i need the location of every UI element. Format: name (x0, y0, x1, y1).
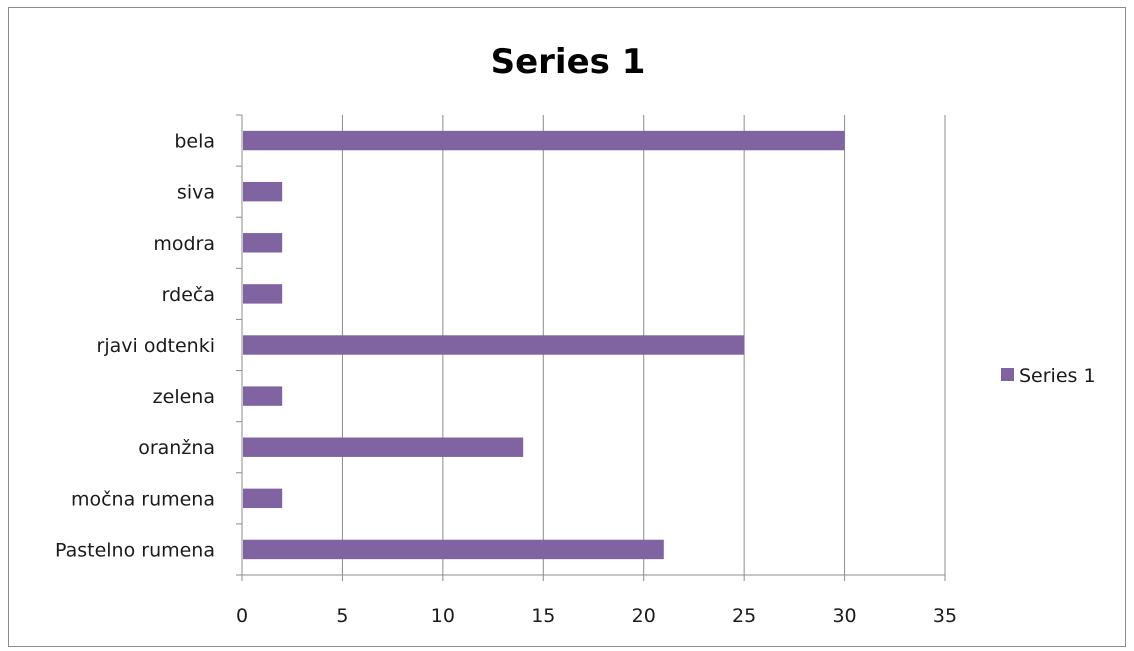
bars (243, 130, 845, 560)
bar (243, 335, 745, 355)
x-tick-label: 5 (336, 605, 348, 627)
gridlines (341, 115, 946, 575)
category-labels: Pastelno rumena močna rumena oranžna zelena… (55, 131, 215, 562)
bar (243, 284, 283, 304)
tick-labels: 0 5 10 15 20 25 30 35 (236, 605, 957, 627)
bar (243, 233, 283, 253)
category-label: rdeča (162, 284, 215, 306)
axes (236, 114, 946, 581)
chart-title: Series 1 (491, 42, 646, 82)
category-label: modra (153, 233, 215, 255)
x-tick-label: 30 (832, 605, 856, 627)
x-tick-label: 25 (732, 605, 756, 627)
bar (243, 130, 845, 151)
category-label: siva (177, 182, 215, 204)
x-tick-label: 15 (531, 605, 555, 627)
category-label: oranžna (138, 437, 215, 459)
category-label: močna rumena (71, 488, 215, 510)
bar (243, 437, 524, 457)
legend: Series 1 (1001, 365, 1096, 387)
bar (243, 386, 283, 406)
bar (243, 539, 664, 560)
category-label: Pastelno rumena (55, 539, 215, 561)
x-tick-label: 10 (431, 605, 455, 627)
legend-swatch (1001, 368, 1014, 381)
legend-label: Series 1 (1019, 365, 1096, 387)
x-tick-label: 20 (632, 605, 656, 627)
x-tick-label: 0 (236, 605, 248, 627)
bar (243, 488, 283, 509)
category-label: rjavi odtenki (97, 335, 215, 357)
bar (243, 181, 283, 202)
category-label: zelena (153, 386, 215, 408)
category-label: bela (174, 131, 215, 153)
x-tick-label: 35 (933, 605, 957, 627)
